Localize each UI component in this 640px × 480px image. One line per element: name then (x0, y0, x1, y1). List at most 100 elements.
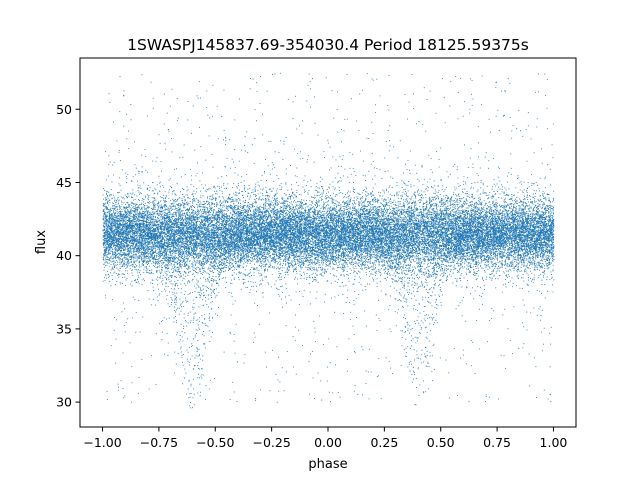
data-point (281, 219, 283, 221)
data-point (192, 227, 194, 229)
data-point (433, 214, 435, 216)
data-point (332, 220, 334, 222)
data-point (214, 268, 216, 270)
data-point (231, 266, 232, 268)
data-point (278, 217, 280, 219)
data-point (185, 253, 187, 255)
data-point (492, 194, 494, 196)
data-point (513, 206, 515, 208)
data-point (136, 225, 138, 227)
data-point (147, 229, 149, 231)
data-point (230, 222, 232, 224)
data-point (343, 275, 345, 277)
data-point (461, 233, 463, 235)
data-point (326, 218, 328, 220)
data-point (199, 252, 200, 254)
data-point (484, 240, 486, 242)
data-point (145, 234, 147, 235)
data-point (119, 245, 120, 247)
data-point (178, 307, 180, 309)
data-point (264, 254, 266, 256)
data-point (407, 195, 409, 197)
data-point (403, 247, 405, 249)
data-point (482, 220, 484, 222)
data-point (138, 239, 140, 241)
data-point (411, 345, 413, 347)
data-point (182, 302, 184, 304)
data-point (181, 254, 183, 256)
data-point (358, 193, 360, 195)
data-point (241, 252, 243, 254)
data-point (458, 249, 460, 250)
data-point (435, 320, 437, 321)
data-point (425, 229, 427, 231)
data-point (168, 229, 170, 231)
data-point (109, 236, 111, 238)
data-point (433, 343, 435, 345)
data-point (195, 219, 197, 221)
data-point (188, 245, 189, 247)
data-point (292, 192, 294, 194)
data-point (342, 260, 344, 261)
data-point (377, 201, 378, 203)
data-point (152, 202, 154, 204)
data-point (202, 241, 204, 243)
data-point (178, 213, 180, 215)
data-point (285, 182, 287, 184)
data-point (411, 212, 413, 214)
data-point (254, 236, 256, 238)
data-point (533, 242, 535, 244)
data-point (222, 227, 224, 229)
data-point (113, 265, 115, 267)
data-point (527, 223, 529, 225)
data-point (421, 282, 423, 284)
data-point (177, 258, 179, 259)
data-point (385, 294, 387, 296)
data-point (404, 201, 406, 203)
data-point (259, 210, 261, 212)
data-point (488, 221, 490, 223)
data-point (213, 261, 215, 263)
data-point (110, 189, 112, 191)
data-point (160, 228, 162, 230)
data-point (349, 215, 351, 217)
data-point (337, 131, 339, 133)
data-point (343, 285, 345, 287)
data-point (354, 256, 356, 258)
data-point (431, 217, 433, 218)
data-point (551, 240, 553, 242)
data-point (450, 205, 452, 207)
data-point (105, 250, 107, 252)
data-point (140, 240, 142, 242)
data-point (250, 242, 252, 244)
data-point (342, 245, 344, 246)
data-point (290, 227, 292, 229)
data-point (212, 233, 214, 235)
data-point (297, 243, 299, 245)
data-point (161, 339, 163, 341)
data-point (316, 253, 318, 255)
data-point (178, 205, 180, 207)
data-point (339, 248, 341, 250)
data-point (473, 241, 475, 243)
data-point (124, 220, 126, 222)
data-point (260, 267, 262, 269)
data-point (546, 210, 548, 211)
data-point (104, 211, 106, 213)
data-point (346, 230, 347, 232)
data-point (135, 254, 137, 256)
data-point (384, 255, 386, 257)
data-point (251, 246, 253, 248)
data-point (423, 241, 425, 243)
data-point (534, 206, 536, 208)
data-point (113, 161, 115, 163)
data-point (175, 311, 177, 313)
data-point (316, 203, 318, 205)
data-point (237, 246, 239, 248)
data-point (306, 242, 308, 244)
data-point (375, 200, 377, 202)
data-point (255, 250, 256, 252)
data-point (335, 224, 337, 226)
data-point (294, 261, 296, 262)
data-point (321, 198, 323, 200)
